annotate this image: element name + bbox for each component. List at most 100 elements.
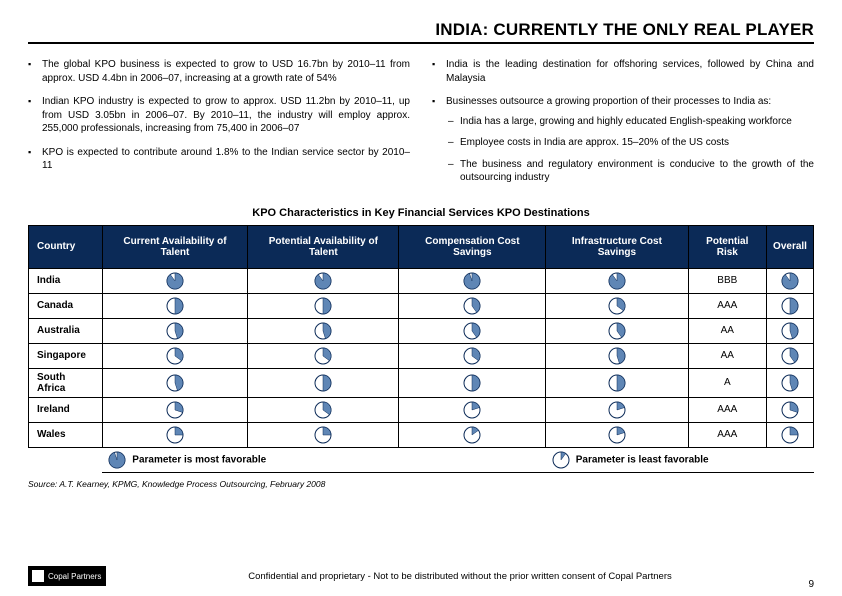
confidential-line: Confidential and proprietary - Not to be… xyxy=(106,571,814,582)
table-cell xyxy=(546,422,688,447)
country-cell: Ireland xyxy=(29,397,103,422)
pie-icon xyxy=(781,426,799,444)
table-cell xyxy=(546,397,688,422)
page-number: 9 xyxy=(808,579,814,590)
bullet-left-0: The global KPO business is expected to g… xyxy=(28,58,410,85)
legend-least: Parameter is least favorable xyxy=(546,447,814,472)
table-cell xyxy=(399,368,546,397)
pie-icon xyxy=(166,374,184,392)
pie-icon xyxy=(108,451,126,469)
table-cell xyxy=(248,397,399,422)
table-header: Country xyxy=(29,225,103,268)
table-cell xyxy=(102,268,247,293)
pie-icon xyxy=(608,297,626,315)
pie-icon xyxy=(314,426,332,444)
country-cell: South Africa xyxy=(29,368,103,397)
legend-row: Parameter is most favorableParameter is … xyxy=(29,447,814,472)
pie-icon xyxy=(463,374,481,392)
table-cell xyxy=(399,318,546,343)
right-column: India is the leading destination for off… xyxy=(432,58,814,195)
source-line: Source: A.T. Kearney, KPMG, Knowledge Pr… xyxy=(28,479,814,489)
pie-icon xyxy=(166,347,184,365)
pie-icon xyxy=(608,272,626,290)
country-cell: Australia xyxy=(29,318,103,343)
table-cell xyxy=(767,422,814,447)
sub-bullet-1-2: The business and regulatory environment … xyxy=(446,158,814,185)
logo-text: Copal Partners xyxy=(48,572,101,581)
table-row: Wales AAA xyxy=(29,422,814,447)
table-cell xyxy=(767,343,814,368)
table-cell: AAA xyxy=(688,422,766,447)
table-cell xyxy=(399,397,546,422)
pie-icon xyxy=(463,297,481,315)
table-cell xyxy=(546,343,688,368)
pie-icon xyxy=(781,401,799,419)
table-row: IndiaBBB xyxy=(29,268,814,293)
pie-icon xyxy=(552,451,570,469)
pie-icon xyxy=(314,322,332,340)
table-cell xyxy=(546,318,688,343)
table-cell xyxy=(399,268,546,293)
pie-icon xyxy=(781,322,799,340)
pie-icon xyxy=(608,401,626,419)
pie-icon xyxy=(463,322,481,340)
pie-icon xyxy=(608,322,626,340)
table-cell xyxy=(102,422,247,447)
table-cell xyxy=(102,293,247,318)
legend-most: Parameter is most favorable xyxy=(102,447,545,472)
table-cell xyxy=(102,397,247,422)
table-cell xyxy=(248,318,399,343)
country-cell: India xyxy=(29,268,103,293)
country-cell: Wales xyxy=(29,422,103,447)
pie-icon xyxy=(166,401,184,419)
table-header: Potential Availability of Talent xyxy=(248,225,399,268)
table-cell xyxy=(546,368,688,397)
table-cell xyxy=(767,268,814,293)
pie-icon xyxy=(463,426,481,444)
left-column: The global KPO business is expected to g… xyxy=(28,58,410,195)
table-cell xyxy=(399,343,546,368)
footer: Copal Partners Confidential and propriet… xyxy=(28,566,814,586)
table-cell xyxy=(248,268,399,293)
page-title: INDIA: CURRENTLY THE ONLY REAL PLAYER xyxy=(28,20,814,40)
table-cell: AAA xyxy=(688,397,766,422)
table-row: Canada AAA xyxy=(29,293,814,318)
pie-icon xyxy=(608,374,626,392)
table-header: Current Availability of Talent xyxy=(102,225,247,268)
bullets-columns: The global KPO business is expected to g… xyxy=(28,58,814,195)
table-cell xyxy=(102,318,247,343)
table-cell xyxy=(248,293,399,318)
table-cell xyxy=(767,368,814,397)
pie-icon xyxy=(314,401,332,419)
bullet-left-2: KPO is expected to contribute around 1.8… xyxy=(28,146,410,173)
pie-icon xyxy=(314,347,332,365)
pie-icon xyxy=(166,426,184,444)
pie-icon xyxy=(166,297,184,315)
table-cell xyxy=(248,343,399,368)
country-cell: Canada xyxy=(29,293,103,318)
table-cell xyxy=(767,397,814,422)
title-bar: INDIA: CURRENTLY THE ONLY REAL PLAYER xyxy=(28,20,814,44)
table-cell xyxy=(767,293,814,318)
table-cell: A xyxy=(688,368,766,397)
table-cell: AAA xyxy=(688,293,766,318)
table-header: Overall xyxy=(767,225,814,268)
pie-icon xyxy=(781,297,799,315)
table-cell xyxy=(399,293,546,318)
table-cell xyxy=(767,318,814,343)
table-cell xyxy=(546,293,688,318)
pie-icon xyxy=(463,272,481,290)
table-header: Potential Risk xyxy=(688,225,766,268)
bullet-right-0: India is the leading destination for off… xyxy=(432,58,814,85)
pie-icon xyxy=(781,374,799,392)
pie-icon xyxy=(314,297,332,315)
bullet-left-1: Indian KPO industry is expected to grow … xyxy=(28,95,410,136)
table-cell xyxy=(248,422,399,447)
sub-bullet-1-0: India has a large, growing and highly ed… xyxy=(446,115,814,129)
logo: Copal Partners xyxy=(28,566,106,586)
table-cell: AA xyxy=(688,318,766,343)
table-row: SingaporeAA xyxy=(29,343,814,368)
pie-icon xyxy=(608,426,626,444)
pie-icon xyxy=(166,322,184,340)
pie-icon xyxy=(608,347,626,365)
